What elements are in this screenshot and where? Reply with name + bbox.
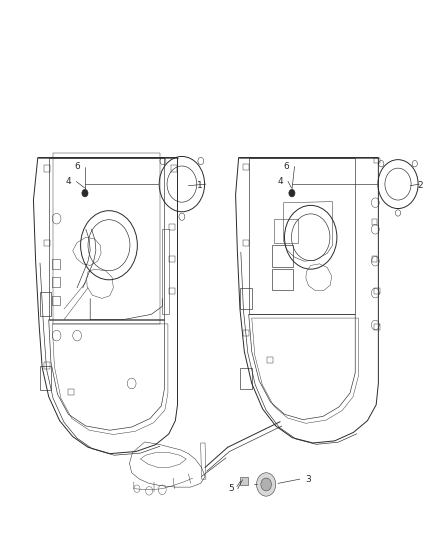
Text: 3: 3 <box>306 475 311 483</box>
Circle shape <box>261 478 272 491</box>
Circle shape <box>82 189 88 197</box>
Text: 6: 6 <box>74 162 80 171</box>
Circle shape <box>289 189 295 197</box>
Text: 4: 4 <box>66 177 71 186</box>
Text: 2: 2 <box>417 181 423 190</box>
Text: 4: 4 <box>277 177 283 186</box>
Circle shape <box>257 473 276 496</box>
Text: 1: 1 <box>197 181 202 190</box>
Text: 6: 6 <box>284 162 290 171</box>
Text: 5: 5 <box>228 484 234 493</box>
FancyBboxPatch shape <box>240 477 248 485</box>
